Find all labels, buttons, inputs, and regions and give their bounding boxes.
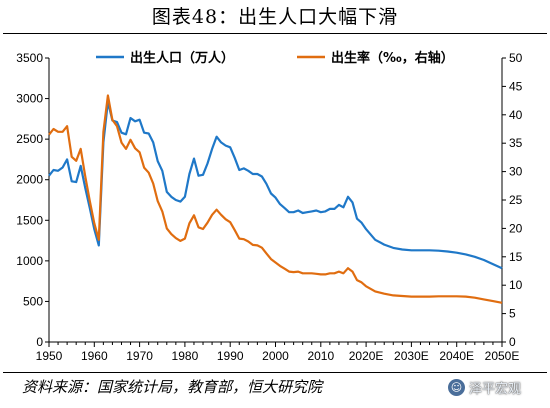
source-note: 资料来源：国家统计局，教育部，恒大研究院 [22,378,323,396]
y-right-tick-label: 10 [509,278,523,292]
x-tick-label: 2030E [394,349,429,363]
chart-legend: 出生人口（万人） 出生率（‰，右轴） [96,50,454,66]
watermark: ☺ 泽平宏观 [448,376,521,398]
legend-label-births: 出生人口（万人） [130,50,234,66]
y-right-tick-label: 50 [509,51,523,65]
x-tick-label: 2020E [349,349,384,363]
y-left-tick-label: 1500 [16,213,43,227]
y-left-tick-label: 500 [23,294,43,308]
figure-title: 图表48：出生人口大幅下滑 [151,5,399,28]
x-tick-label: 1950 [36,349,63,363]
y-right-tick-label: 30 [509,165,523,179]
series-line-birth-rate [48,94,503,304]
x-tick-label: 2050E [485,349,520,363]
chart-series [48,94,503,304]
y-right-tick-label: 40 [509,108,523,122]
y-left-tick-label: 3500 [16,51,43,65]
wechat-logo-icon: ☺ [448,378,465,396]
y-right-tick-label: 15 [509,250,523,264]
y-left-tick-label: 0 [36,335,43,349]
y-right-tick-label: 20 [509,221,523,235]
y-left-tick-label: 1000 [16,254,43,268]
watermark-text: 泽平宏观 [469,381,522,397]
y-right-tick-label: 25 [509,193,523,207]
x-tick-label: 1990 [217,349,244,363]
y-right-tick-label: 45 [509,79,523,93]
y-right-tick-label: 35 [509,136,523,150]
x-tick-label: 1970 [126,349,153,363]
legend-label-birth-rate: 出生率（‰，右轴） [331,50,454,66]
x-tick-label: 2000 [262,349,289,363]
y-left-tick-label: 2500 [16,132,43,146]
x-tick-label: 2010 [307,349,334,363]
x-tick-label: 1980 [172,349,199,363]
y-left-tick-label: 2000 [16,173,43,187]
x-tick-label: 2040E [439,349,474,363]
y-right-tick-label: 5 [509,307,516,321]
source-rule [3,372,547,373]
y-right-tick-label: 0 [509,335,516,349]
chart-axes: 0 500 1000 1500 2000 2500 3000 3500 0 5 10 15 20 25 30… [16,51,522,363]
x-tick-label: 1960 [81,349,108,363]
y-left-tick-label: 3000 [16,92,43,106]
title-rule [3,33,547,34]
